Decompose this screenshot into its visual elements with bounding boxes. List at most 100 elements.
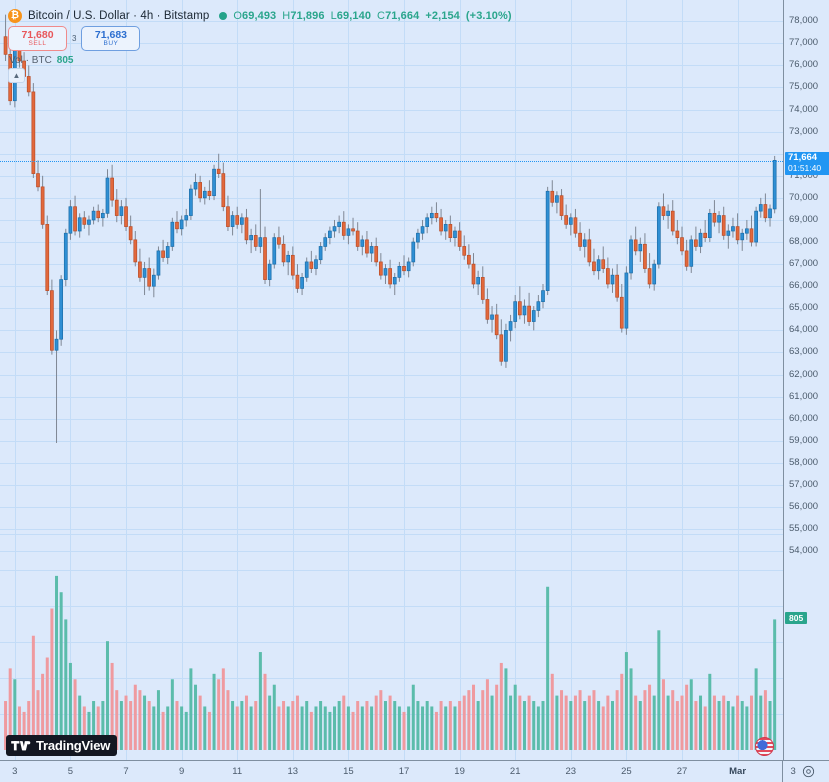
volume-bar xyxy=(689,679,693,750)
price-axis-tick: 64,000 xyxy=(789,324,819,336)
candle-body xyxy=(258,237,263,247)
time-axis-tick: 21 xyxy=(509,766,521,777)
volume-bar xyxy=(129,701,133,750)
grid-line-horizontal xyxy=(0,418,783,420)
buy-button[interactable]: 71,683 BUY xyxy=(81,26,141,51)
candle-body xyxy=(703,232,708,238)
candle-body xyxy=(652,263,657,285)
grid-line-horizontal xyxy=(0,534,783,535)
buy-price: 71,683 xyxy=(94,28,128,41)
volume-bar xyxy=(314,706,318,750)
grid-line-horizontal xyxy=(0,374,783,376)
candle-body xyxy=(184,215,189,221)
price-axis-tick: 61,000 xyxy=(789,390,819,402)
volume-bar xyxy=(717,701,721,750)
candle-body xyxy=(731,226,735,232)
candle-body xyxy=(606,268,610,285)
grid-line-horizontal xyxy=(0,219,783,221)
candle-body xyxy=(656,206,661,265)
volume-bar xyxy=(272,684,276,750)
volume-bar xyxy=(17,706,21,750)
candle-body xyxy=(596,259,601,272)
volume-bar xyxy=(207,711,211,750)
volume-bar xyxy=(620,673,624,750)
candle-body xyxy=(439,217,443,232)
time-axis-tick: 5 xyxy=(67,766,74,777)
time-axis-tick: 11 xyxy=(232,766,243,777)
volume-bar xyxy=(161,711,165,750)
price-axis-tick: 68,000 xyxy=(789,236,819,248)
volume-bar xyxy=(105,641,109,750)
volume-bar xyxy=(699,695,703,750)
candle-body xyxy=(643,243,647,269)
volume-legend[interactable]: Vol · BTC 805 xyxy=(9,55,73,66)
price-axis-tick: 75,000 xyxy=(789,81,819,93)
candle-body xyxy=(629,239,633,274)
tradingview-logo[interactable]: TradingView xyxy=(6,735,118,756)
candle-body xyxy=(3,36,8,55)
volume-bar xyxy=(416,701,420,750)
candle-body xyxy=(504,330,508,362)
symbol-title[interactable]: Bitcoin / U.S. Dollar · 4h · Bitstamp xyxy=(28,10,210,22)
candle-body xyxy=(531,310,536,322)
candle-body xyxy=(610,274,615,285)
candle-body xyxy=(165,246,170,258)
candle-body xyxy=(156,250,161,276)
candle-body xyxy=(91,210,96,221)
volume-bar xyxy=(22,711,26,750)
volume-bar xyxy=(286,706,290,750)
time-axis-tick: 9 xyxy=(178,766,185,777)
volume-bar xyxy=(365,701,369,750)
volume-bar xyxy=(481,690,485,750)
volume-bar xyxy=(773,619,777,750)
volume-bar xyxy=(546,586,550,750)
candle-body xyxy=(346,228,351,236)
price-axis-tick: 63,000 xyxy=(789,346,819,358)
grid-line-horizontal xyxy=(0,606,783,607)
candle-body xyxy=(476,277,480,285)
candle-body xyxy=(707,212,712,238)
grid-line-vertical xyxy=(293,0,294,760)
volume-bar xyxy=(291,701,295,750)
candle-body xyxy=(564,215,569,225)
candle-body xyxy=(517,301,522,316)
open-value: 69,493 xyxy=(242,10,277,22)
gear-icon[interactable] xyxy=(802,765,815,778)
price-axis[interactable]: 78,000 77,000 76,000 75,000 74,000 73,000 71,0… xyxy=(783,0,829,760)
volume-bar xyxy=(189,668,193,750)
volume-bar xyxy=(328,711,332,750)
exchange-badge-icon[interactable] xyxy=(755,737,774,756)
time-axis[interactable]: 3 5 7 9 11 13 15 17 19 21 23 25 27 Mar 3 xyxy=(0,760,829,782)
volume-value-label[interactable]: 805 xyxy=(785,612,808,625)
volume-bar xyxy=(703,706,707,750)
change-value: +2,154 xyxy=(425,10,460,22)
chart-pane[interactable] xyxy=(0,0,794,760)
candle-body xyxy=(740,232,745,241)
candle-body xyxy=(661,206,666,216)
volume-bar xyxy=(101,701,105,750)
candle-body xyxy=(309,261,314,269)
axis-divider xyxy=(782,761,783,782)
volume-bar xyxy=(124,695,128,750)
volume-bar xyxy=(342,695,346,750)
volume-bar xyxy=(36,690,40,750)
candle-body xyxy=(77,217,82,232)
current-price-label[interactable]: 71,664 01:51:40 xyxy=(785,152,829,175)
current-price-line xyxy=(0,161,783,163)
volume-bar xyxy=(763,690,767,750)
sell-button[interactable]: 71,680 SELL xyxy=(8,26,67,51)
volume-bar xyxy=(295,695,299,750)
candle-body xyxy=(277,237,281,245)
volume-bar xyxy=(712,695,716,750)
candle-body xyxy=(471,263,476,285)
price-axis-tick: 73,000 xyxy=(789,125,819,137)
volume-bar xyxy=(249,706,253,750)
grid-line-horizontal xyxy=(0,570,783,571)
change-percent: (+3.10%) xyxy=(465,10,512,22)
grid-line-horizontal xyxy=(0,109,783,111)
candle-body xyxy=(763,204,768,219)
chevron-up-icon[interactable]: ▲ xyxy=(8,68,25,83)
volume-bar xyxy=(217,679,221,750)
volume-bar xyxy=(583,701,587,750)
